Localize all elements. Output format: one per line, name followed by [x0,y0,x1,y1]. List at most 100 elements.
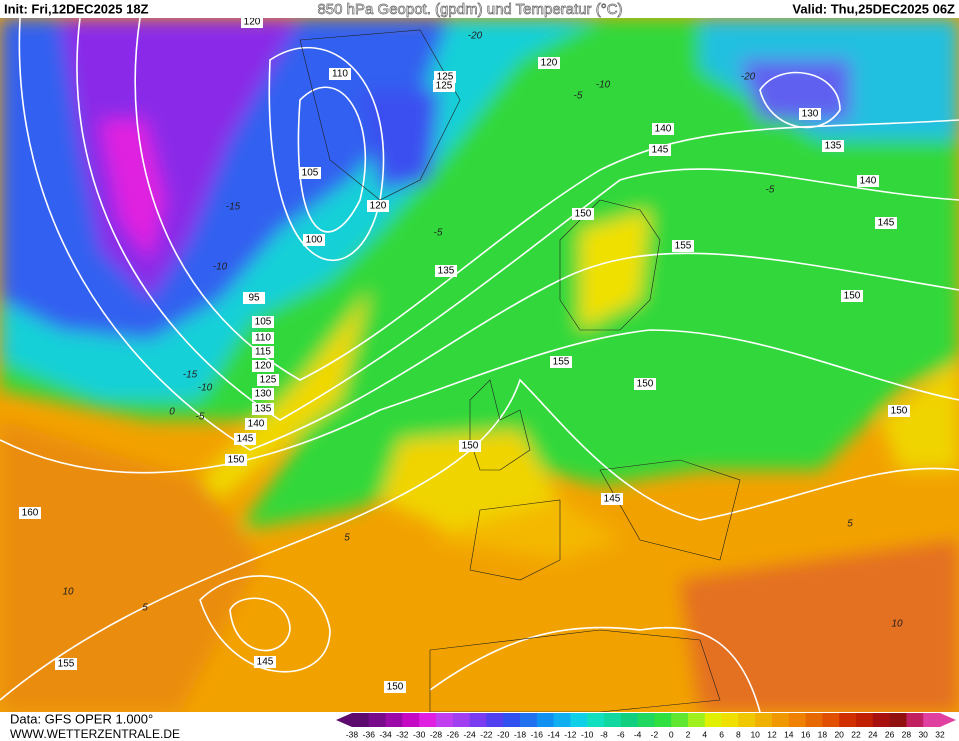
contour-label-box [888,405,910,417]
scale-swatch [738,713,756,727]
field-yellow-band [200,290,370,500]
field-blue-ne [740,60,850,120]
temperature-label: -15 [226,202,241,213]
geopotential-label: 160 [22,508,39,519]
scale-swatch [704,713,723,727]
field-magenta [100,120,165,260]
scale-label: 2 [686,729,691,739]
temperature-label: 5 [847,519,853,530]
scale-swatch [368,713,387,727]
geopotential-label: 145 [257,657,274,668]
scale-swatch [419,713,437,727]
geopotential-label: 145 [878,218,895,229]
geopotential-label: 135 [255,404,272,415]
geopotential-label: 120 [244,17,261,28]
scale-swatch [637,713,655,727]
scale-label: -12 [564,729,577,739]
scale-label: -6 [617,729,625,739]
geopotential-label: 140 [248,419,265,430]
contour-label-box [672,240,694,252]
scale-label: -14 [547,729,560,739]
field-yellow-east [880,360,959,470]
contour-label-box [841,290,863,302]
contour-label-box [254,656,276,668]
map-title: 850 hPa Geopot. (gpdm) und Temperatur (°… [317,1,622,18]
coastlines [299,29,741,712]
scale-label: 32 [935,729,945,739]
scale-label: 24 [868,729,878,739]
contour-label-box [257,374,279,386]
contour-label-box [55,658,77,670]
scale-label: 10 [750,729,760,739]
scale-label: -34 [379,729,392,739]
contour-label-box [435,265,457,277]
scale-label: 30 [918,729,928,739]
contour-label-box [252,346,274,358]
scale-swatch [352,713,370,727]
geopotential-label: 120 [541,58,558,69]
temperature-label: -10 [198,383,213,394]
temperature-label: -5 [574,91,583,102]
contour-label-box [799,108,821,120]
scale-swatch [520,713,538,727]
contour-label-box [652,123,674,135]
map-labels: 1201101051009510511011512012513013514014… [19,17,910,693]
field-yellow-scand [580,210,650,330]
geopotential-label: 100 [306,235,323,246]
scale-swatch [688,713,706,727]
scale-swatch [402,713,420,727]
scale-swatch [721,713,739,727]
scale-label: 6 [719,729,724,739]
geopotential-label: 150 [637,379,654,390]
scale-swatch [889,713,907,727]
temperature-field [0,18,959,712]
scale-swatch [805,713,823,727]
scale-label: 22 [851,729,861,739]
scale-label: 18 [818,729,828,739]
field-yellow-south [380,430,560,530]
contour-label-box [601,493,623,505]
geopotential-label: 145 [604,494,621,505]
scale-swatch [923,713,941,727]
scale-swatch [503,713,521,727]
geopotential-label: 155 [675,241,692,252]
scale-swatch [822,713,840,727]
contour-label-box [875,217,897,229]
geopotential-label: 150 [228,455,245,466]
scale-label: 26 [885,729,895,739]
geopotential-label: 105 [302,168,319,179]
contour-label-box [433,80,455,92]
data-source: Data: GFS OPER 1.000° [10,711,153,726]
valid-time: Valid: Thu,25DEC2025 06Z [792,1,955,16]
scale-label: 16 [801,729,811,739]
temperature-label: 5 [344,533,350,544]
contour-label-box [245,418,267,430]
scale-swatch [788,713,807,727]
geopotential-label: 125 [260,375,277,386]
scale-label: 4 [702,729,707,739]
scale-swatch [671,713,689,727]
contour-label-box [252,360,274,372]
scale-swatch [755,713,773,727]
geopotential-label: 115 [255,347,271,358]
temperature-label: 0 [169,407,175,418]
scale-swatch [536,713,555,727]
scale-label: -8 [600,729,608,739]
geopotential-label: 120 [255,361,272,372]
scale-label: 12 [767,729,777,739]
geopotential-label: 150 [462,441,479,452]
contour-label-box [822,140,844,152]
geopotential-label: 155 [58,659,75,670]
temperature-label: -5 [196,412,205,423]
geopotential-label: 95 [248,293,260,304]
geopotential-label: 150 [844,291,861,302]
contour-label-box [384,681,406,693]
scale-swatch [872,713,891,727]
geopotential-label: 135 [438,266,455,277]
scale-label: -20 [497,729,510,739]
temperature-label: -20 [468,31,483,42]
scale-swatch [436,713,454,727]
contour-label-box [252,316,274,328]
scale-label: -10 [581,729,594,739]
temperature-label: 10 [891,619,903,630]
